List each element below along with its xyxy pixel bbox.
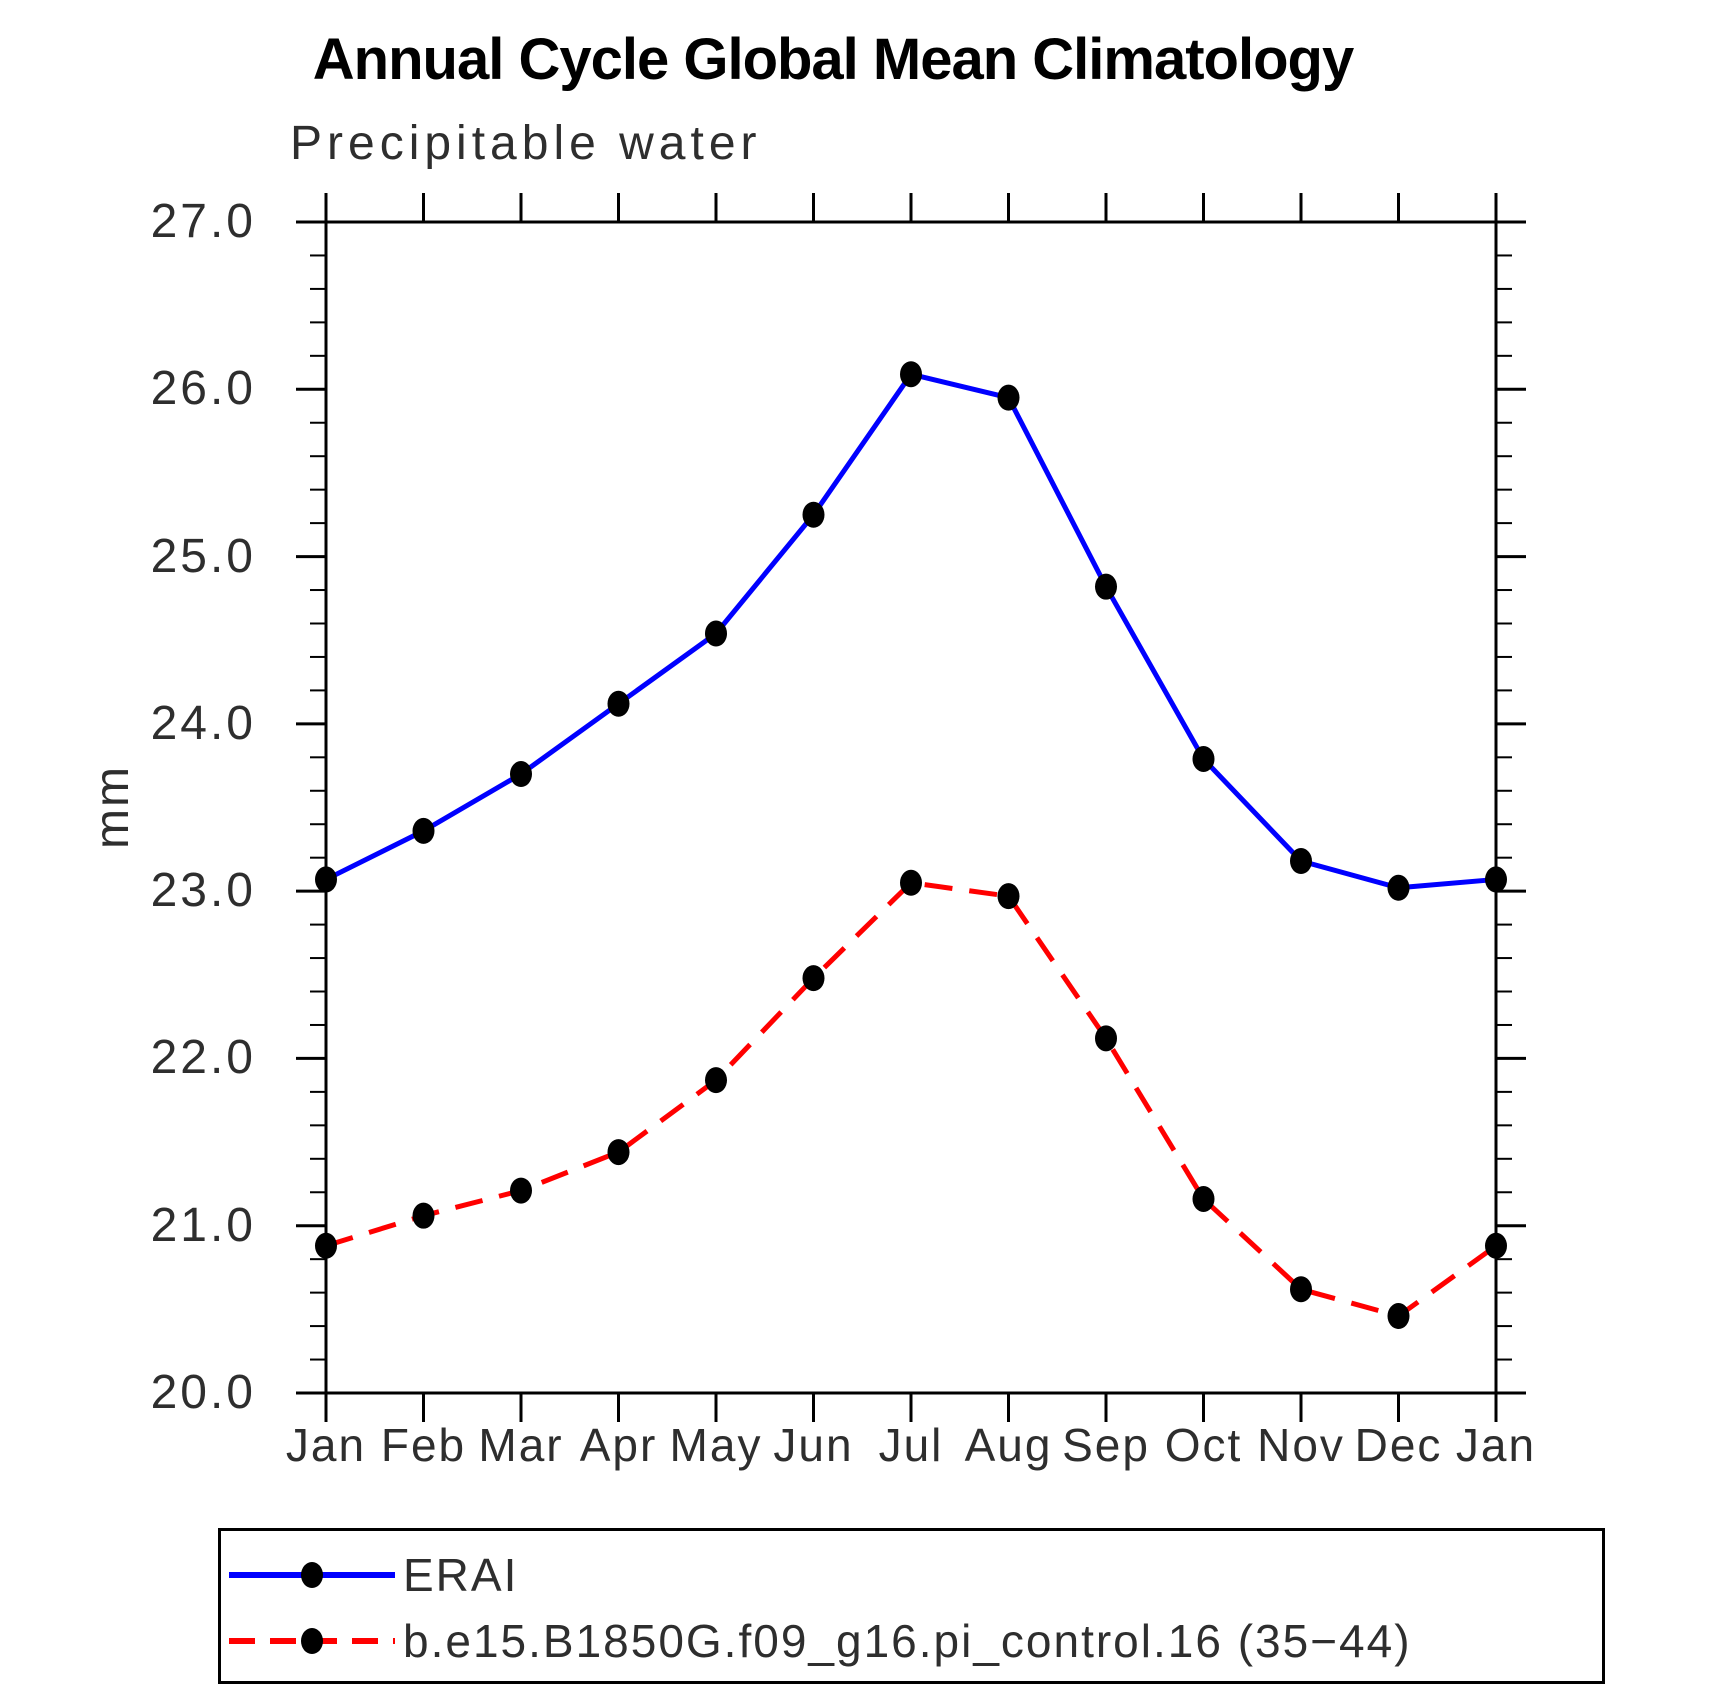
x-tick-label: Sep (1062, 1419, 1150, 1471)
data-point-marker (802, 501, 825, 528)
data-point-marker (1485, 1232, 1507, 1259)
x-tick-label: Apr (579, 1419, 658, 1471)
data-point-marker (1387, 874, 1410, 901)
data-point-marker (1192, 745, 1215, 772)
x-tick-label: Dec (1354, 1419, 1443, 1471)
data-point-marker (1290, 1276, 1312, 1303)
data-point-marker (510, 1177, 532, 1204)
data-point-marker (705, 620, 727, 647)
data-point-marker (1485, 866, 1507, 893)
series-line-erai (324, 371, 1497, 891)
x-tick-label: Jun (773, 1419, 854, 1471)
x-tick-label: Jul (878, 1419, 944, 1471)
data-point-marker (802, 965, 825, 992)
data-point-marker (412, 817, 435, 844)
chart-title: Annual Cycle Global Mean Climatology (312, 27, 1354, 92)
legend-line-sample-model (229, 1628, 395, 1654)
legend: ERAI b.e15.B1850G.f09_g16.pi_control.16 … (218, 1528, 1605, 1684)
legend-line-sample-erai (229, 1562, 395, 1588)
legend-label-erai: ERAI (403, 1549, 519, 1601)
data-point-marker (705, 1067, 727, 1094)
data-point-marker (510, 761, 532, 788)
y-tick-label: 24.0 (150, 696, 256, 750)
y-tick-label: 26.0 (150, 362, 256, 416)
y-tick-label: 25.0 (150, 529, 256, 583)
legend-label-model: b.e15.B1850G.f09_g16.pi_control.16 (35−4… (403, 1615, 1412, 1667)
y-tick-label: 22.0 (150, 1031, 256, 1085)
x-tick-label: Nov (1257, 1419, 1345, 1471)
data-point-marker (900, 869, 922, 896)
y-tick-label: 21.0 (150, 1198, 256, 1252)
data-point-marker (315, 866, 337, 893)
x-tick-label: Aug (964, 1419, 1053, 1471)
data-point-marker (1192, 1185, 1215, 1212)
data-point-marker (997, 384, 1020, 411)
data-point-marker (1095, 573, 1117, 600)
data-point-marker (1387, 1303, 1410, 1330)
chart-subtitle: Precipitable water (290, 117, 762, 170)
legend-marker-icon (301, 1562, 323, 1588)
data-point-marker (607, 690, 630, 717)
data-point-marker (1095, 1025, 1117, 1052)
data-point-marker (1290, 848, 1312, 875)
data-point-marker (412, 1202, 435, 1229)
legend-row-erai: ERAI (227, 1545, 518, 1605)
data-point-marker (900, 361, 922, 388)
plot-frame (324, 220, 1498, 1395)
data-point-marker (607, 1139, 630, 1166)
x-tick-label: Jan (285, 1419, 367, 1471)
x-tick-label: Oct (1164, 1419, 1243, 1471)
x-tick-label: Jan (1455, 1419, 1537, 1471)
legend-marker-icon (301, 1628, 323, 1654)
data-point-marker (315, 1232, 337, 1259)
y-tick-label: 27.0 (150, 195, 256, 248)
x-tick-label: Mar (478, 1419, 564, 1471)
x-tick-label: May (669, 1419, 763, 1471)
y-tick-label: 23.0 (150, 864, 256, 918)
x-tick-label: Feb (380, 1419, 467, 1471)
legend-row-model: b.e15.B1850G.f09_g16.pi_control.16 (35−4… (227, 1611, 1412, 1671)
data-point-marker (997, 883, 1020, 910)
series-line-model (325, 880, 1498, 1319)
y-tick-label: 20.0 (150, 1366, 256, 1419)
